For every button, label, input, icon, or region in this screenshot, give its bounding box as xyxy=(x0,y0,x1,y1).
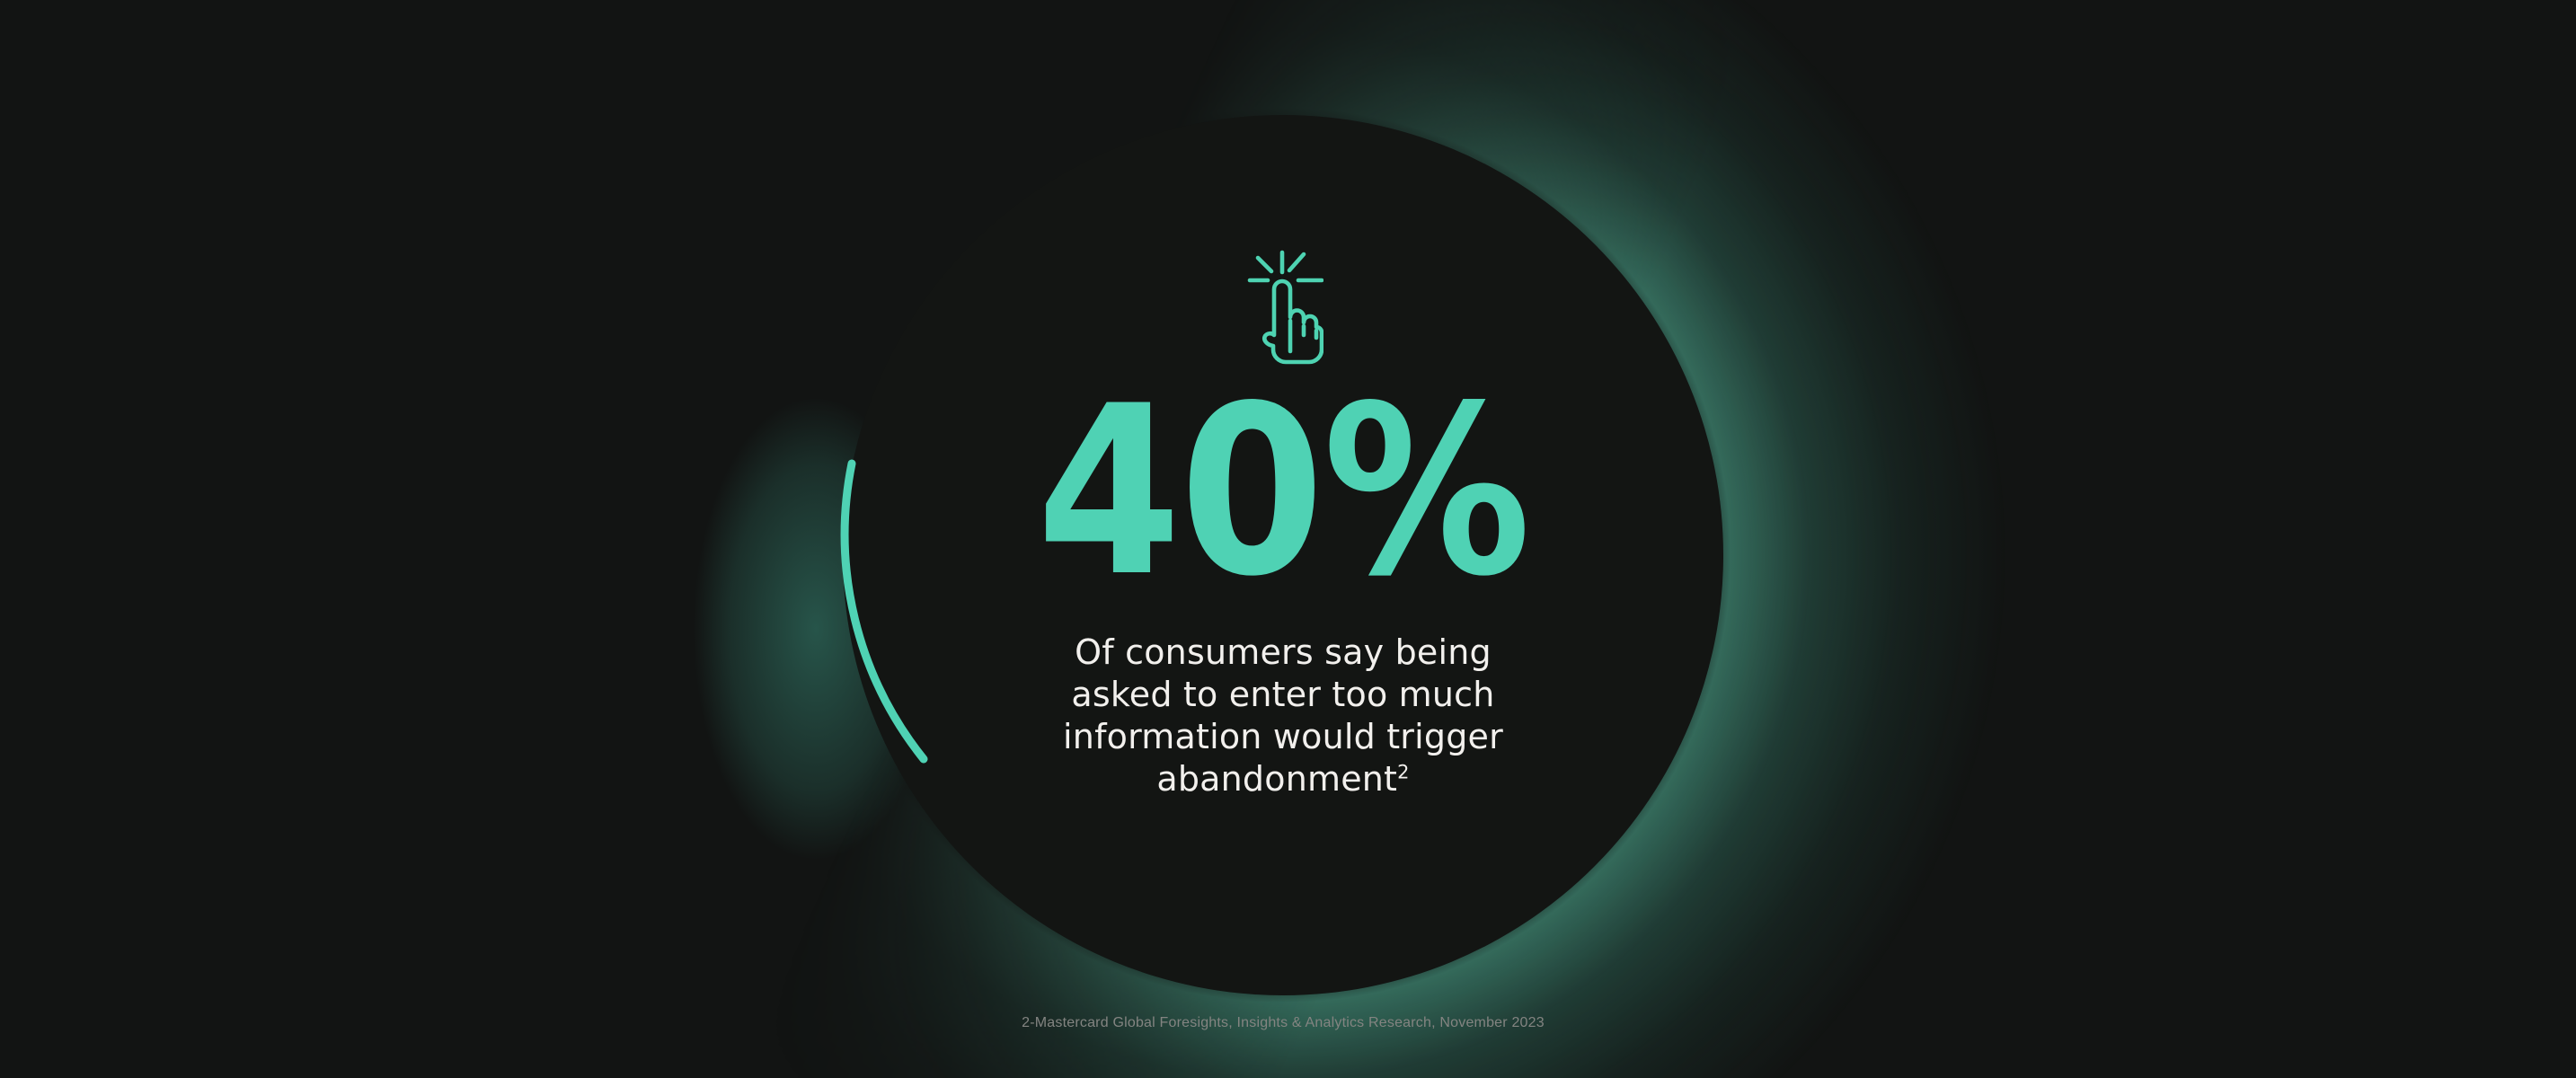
tap-click-icon xyxy=(1247,250,1323,365)
source-footnote: 2-Mastercard Global Foresights, Insights… xyxy=(1022,1015,1545,1030)
footnote-reference-superscript: 2 xyxy=(1397,761,1410,783)
stat-value: 40% xyxy=(1036,357,1531,628)
description-line: Of consumers say being xyxy=(1075,632,1492,672)
hand-outline xyxy=(1262,278,1323,365)
burst-ray-left xyxy=(1255,255,1274,274)
description-line: asked to enter too much xyxy=(1071,675,1495,714)
description-line-last: abandonment2 xyxy=(0,758,2566,800)
burst-ray-right xyxy=(1287,252,1306,273)
description-line-text: abandonment xyxy=(1156,759,1398,799)
description-line: information would trigger xyxy=(1063,717,1503,756)
stat-description: Of consumers say being asked to enter to… xyxy=(0,632,2566,800)
